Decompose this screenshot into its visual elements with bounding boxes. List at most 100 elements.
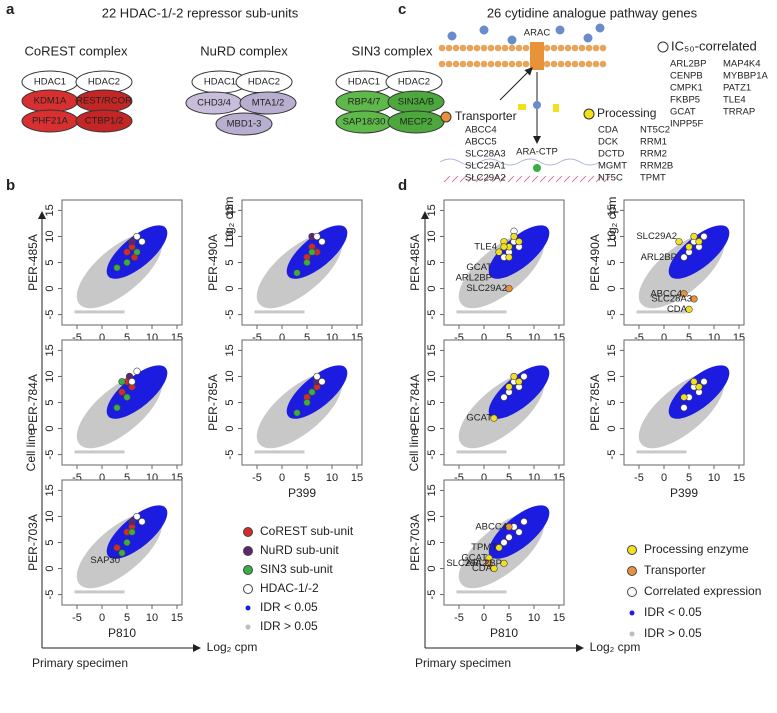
subunit bbox=[239, 91, 297, 115]
lipid bbox=[452, 60, 460, 68]
y-tick-label: -5 bbox=[426, 450, 438, 460]
subunit-label: MTA1/2 bbox=[252, 98, 285, 109]
axis-caption: Primary specimen bbox=[32, 656, 128, 670]
x-tick-label: -5 bbox=[634, 332, 644, 344]
legend-label: Correlated expression bbox=[644, 584, 761, 598]
hatch bbox=[483, 175, 491, 183]
lipid bbox=[571, 44, 579, 52]
point bbox=[675, 238, 683, 246]
point bbox=[490, 564, 498, 573]
point bbox=[308, 388, 316, 396]
gene: RRM2 bbox=[640, 149, 667, 160]
point-label: SAP30 bbox=[90, 555, 120, 566]
complex-name: CoREST complex bbox=[24, 43, 128, 58]
legend-swatch bbox=[629, 631, 635, 637]
x-tick-label: 15 bbox=[733, 472, 745, 484]
subunit bbox=[215, 112, 273, 136]
y-label: PER-485A bbox=[408, 234, 422, 291]
point bbox=[123, 538, 131, 547]
point bbox=[505, 253, 513, 261]
hatch bbox=[579, 175, 587, 183]
key bbox=[583, 108, 595, 120]
panel-title: 26 cytidine analogue pathway genes bbox=[487, 5, 698, 20]
y-tick-label: 0 bbox=[426, 565, 438, 571]
y-tick-label: 10 bbox=[44, 370, 56, 382]
point-label: SLC28A3 bbox=[651, 293, 692, 304]
axis-caption: Log₂ cpm bbox=[222, 197, 236, 248]
point bbox=[303, 258, 311, 267]
subunit-label: SIN3A/B bbox=[398, 97, 434, 108]
y-tick-label: 15 bbox=[224, 344, 236, 356]
gene: CMPK1 bbox=[670, 83, 703, 94]
gene: CENPB bbox=[670, 71, 703, 82]
x-tick-label: 15 bbox=[553, 612, 565, 624]
x-tick-label: 0 bbox=[279, 332, 285, 344]
lipid bbox=[564, 60, 572, 68]
lipid bbox=[599, 44, 607, 52]
y-tick-label: 10 bbox=[224, 230, 236, 242]
axis-caption: Cell line bbox=[407, 428, 421, 471]
hatch bbox=[531, 175, 539, 183]
axis-caption: Log₂ cpm bbox=[605, 197, 619, 248]
hatch bbox=[595, 175, 603, 183]
legend-swatch bbox=[627, 587, 637, 597]
x-tick-label: 10 bbox=[146, 612, 158, 624]
lipid bbox=[515, 60, 523, 68]
lipid bbox=[543, 60, 551, 68]
axis-caption: Primary specimen bbox=[415, 656, 511, 670]
legend-label: Transporter bbox=[644, 563, 706, 577]
y-label: PER-490A bbox=[206, 234, 220, 291]
gene: DCTD bbox=[598, 149, 625, 160]
x-tick-label: 5 bbox=[506, 332, 512, 344]
y-tick-label: 15 bbox=[44, 204, 56, 216]
point bbox=[313, 232, 321, 241]
point bbox=[128, 528, 136, 536]
hatch bbox=[499, 175, 507, 183]
subunit-label: MBD1-3 bbox=[227, 119, 262, 130]
legend-label: IDR > 0.05 bbox=[644, 626, 702, 640]
lipid bbox=[508, 44, 516, 52]
point bbox=[695, 238, 703, 246]
lipid bbox=[578, 60, 586, 68]
lipid bbox=[466, 44, 474, 52]
point bbox=[695, 383, 703, 391]
x-tick-label: 5 bbox=[686, 472, 692, 484]
x-tick-label: 10 bbox=[326, 472, 338, 484]
y-tick-label: 10 bbox=[44, 510, 56, 522]
point bbox=[690, 378, 698, 386]
cloud-blue bbox=[668, 225, 730, 279]
subunit-label: HDAC1 bbox=[34, 77, 66, 88]
x-tick-label: -5 bbox=[634, 472, 644, 484]
x-tick-label: 0 bbox=[99, 472, 105, 484]
y-tick-label: 15 bbox=[426, 204, 438, 216]
x-tick-label: 0 bbox=[99, 332, 105, 344]
x-tick-label: -5 bbox=[72, 472, 82, 484]
y-tick-label: 5 bbox=[426, 539, 438, 545]
point-label: ARL2BP bbox=[456, 273, 492, 284]
x-tick-label: 0 bbox=[661, 472, 667, 484]
point bbox=[495, 248, 503, 256]
point bbox=[113, 544, 121, 552]
cloud-streak bbox=[456, 590, 507, 594]
x-tick-label: 15 bbox=[351, 472, 363, 484]
lipid bbox=[473, 44, 481, 52]
point bbox=[680, 290, 688, 298]
hatch bbox=[587, 175, 595, 183]
y-tick-label: 0 bbox=[44, 285, 56, 291]
point bbox=[500, 538, 508, 547]
point bbox=[123, 248, 131, 256]
gene: RRM1 bbox=[640, 137, 667, 148]
y-tick-label: 5 bbox=[606, 259, 618, 265]
point bbox=[293, 409, 301, 417]
y-tick-label: -5 bbox=[44, 310, 56, 320]
y-tick-label: 5 bbox=[224, 259, 236, 265]
point bbox=[680, 393, 688, 401]
lipid bbox=[487, 44, 495, 52]
point bbox=[500, 559, 508, 567]
point bbox=[500, 393, 508, 401]
point bbox=[128, 378, 136, 386]
panel-label: d bbox=[398, 177, 407, 194]
gene: TLE4 bbox=[723, 95, 746, 106]
y-tick-label: 5 bbox=[44, 259, 56, 265]
gene: NT5C bbox=[598, 173, 623, 184]
